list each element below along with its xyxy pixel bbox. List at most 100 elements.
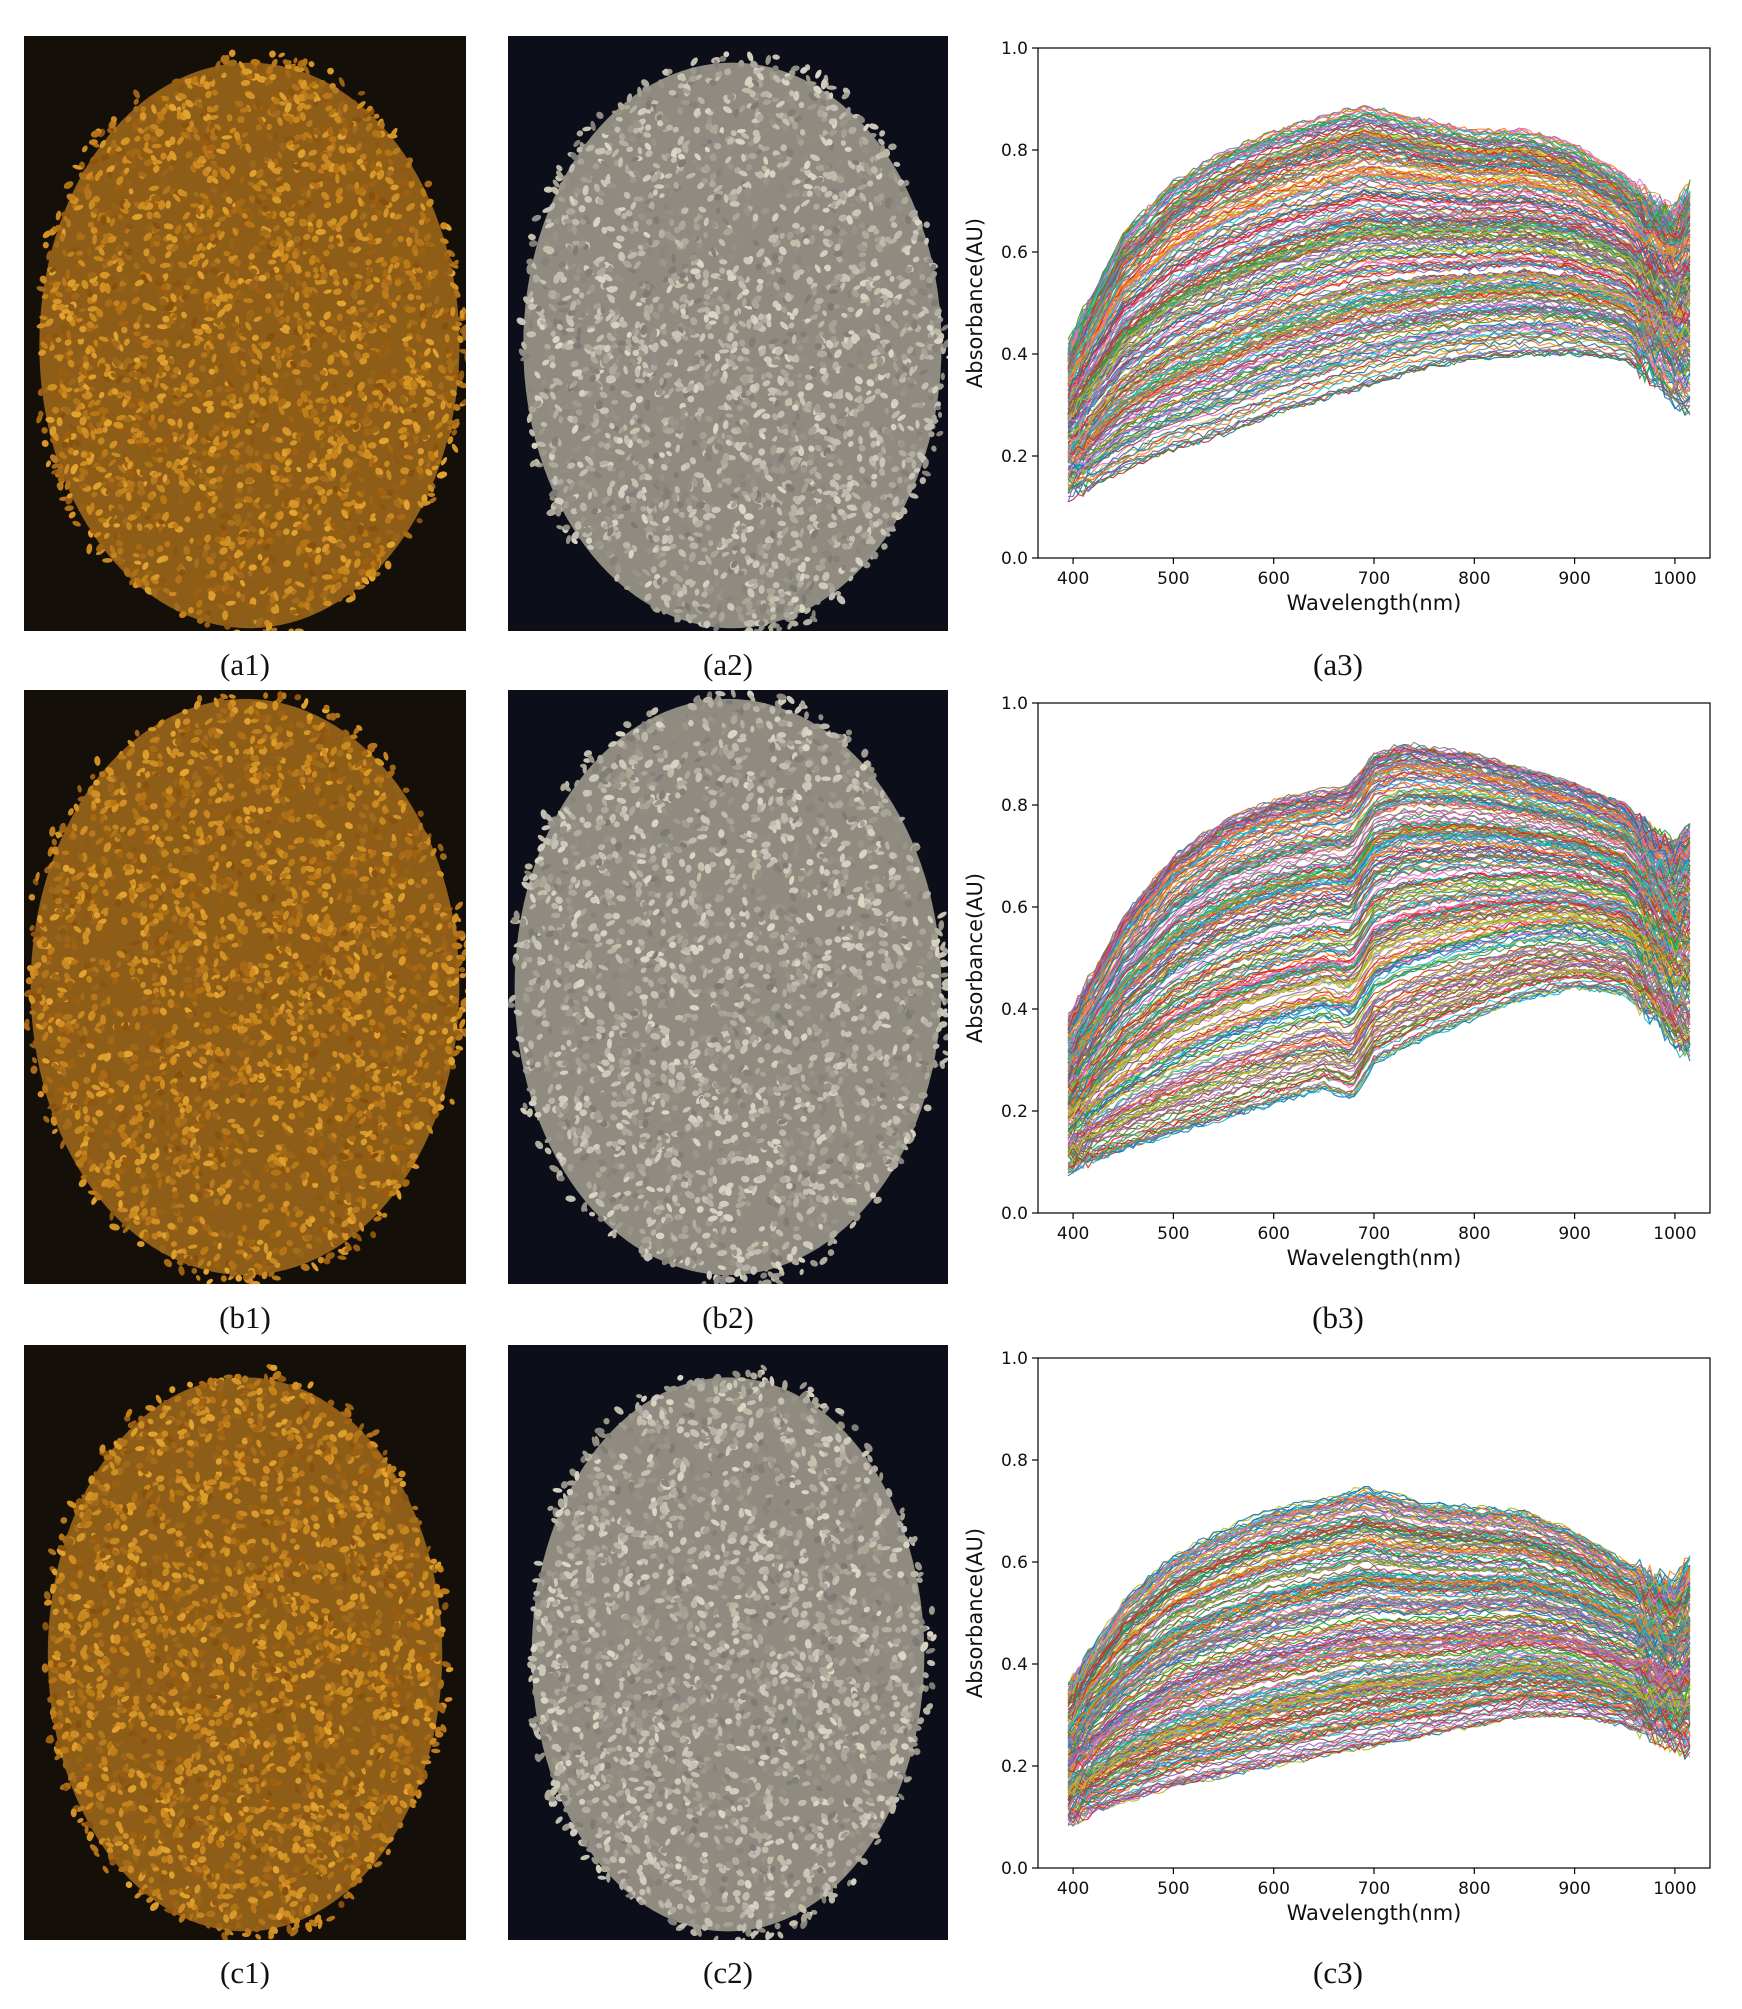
spectrum-line [1068,914,1690,1118]
spectrum-line [1067,764,1691,1026]
seed-pile-color-image [24,1345,466,1940]
spectrum-line [1067,340,1691,491]
spectrum-line [1067,887,1691,1108]
spectrum-line [1067,963,1691,1154]
spectrum-line [1067,951,1691,1145]
x-tick-label: 500 [1157,569,1189,589]
spectrum-line [1067,319,1691,486]
x-tick-label: 400 [1057,1879,1089,1899]
y-tick-label: 1.0 [1001,39,1028,59]
seed-pile-gray-image [508,36,948,631]
spectrum-line [1067,898,1691,1109]
spectrum-line [1067,796,1691,1044]
x-tick-label: 400 [1057,1224,1089,1244]
x-tick-label: 600 [1257,569,1289,589]
spectrum-line [1068,1524,1691,1710]
spectrum-line [1067,1506,1691,1695]
spectrum-line [1067,984,1691,1173]
spectrum-line [1067,1674,1691,1794]
x-tick-label: 900 [1558,569,1590,589]
spectrum-line [1067,1491,1691,1685]
spectrum-line [1067,152,1691,378]
spectra-lines [1067,1486,1691,1828]
spectrum-line [1067,324,1691,489]
spectrum-line [1067,1551,1691,1724]
spectrum-line [1068,795,1691,1044]
x-tick-label: 500 [1157,1224,1189,1244]
spectrum-line [1067,879,1691,1100]
x-tick-label: 1000 [1653,569,1696,589]
spectrum-line [1067,1710,1691,1824]
spectrum-line [1067,847,1691,1078]
spectrum-line [1067,933,1691,1136]
spectrum-line [1067,256,1691,440]
chart-c3-svg: 400 500 600 700 800 900 1000 0.0 0.2 0.4 0.6 0.8 1.0… [963,1349,1711,1925]
spectrum-line [1067,212,1691,410]
spectrum-line [1068,1514,1691,1691]
spectrum-line [1067,1578,1691,1731]
seed-pile-gray-image [508,690,948,1284]
label-a1: (a1) [220,647,270,682]
spectrum-line [1067,955,1691,1154]
x-axis-title: Wavelength(nm) [1287,1246,1462,1270]
spectrum-line [1067,1707,1691,1828]
chart-c3: 400 500 600 700 800 900 1000 0.0 0.2 0.4 0.6 0.8 1.0… [950,1340,1740,1940]
spectrum-line [1067,141,1691,367]
label-b1: (b1) [219,1300,271,1335]
y-tick-label: 0.8 [1001,141,1028,161]
spectrum-line [1067,308,1691,477]
spectrum-line [1067,908,1691,1106]
photo-b2-gray-seeds [508,690,948,1284]
spectrum-line [1068,290,1691,455]
x-tick-label: 700 [1358,1224,1390,1244]
spectrum-line [1067,171,1691,383]
spectrum-line [1067,114,1691,354]
spectrum-line [1067,842,1691,1065]
spectrum-line [1067,194,1691,396]
spectrum-line [1067,810,1691,1056]
chart-a3-svg: 400 500 600 700 800 900 1000 0.0 0.2 0.4 0.6 0.8 1.0… [963,39,1711,615]
spectrum-line [1067,806,1691,1061]
spectrum-line [1067,975,1691,1164]
spectrum-line [1067,1692,1691,1816]
spectrum-line [1068,1595,1691,1750]
spectrum-line [1067,1546,1691,1719]
spectrum-line [1067,349,1690,503]
label-b3: (b3) [1312,1300,1364,1335]
y-axis-title: Absorbance(AU) [963,873,987,1043]
spectrum-line [1067,824,1691,1062]
spectrum-line [1068,1507,1691,1693]
spectrum-line [1067,830,1691,1070]
spectrum-line [1067,232,1691,418]
spectrum-line [1067,1517,1691,1711]
spectrum-line [1067,1576,1691,1729]
spectrum-line [1067,746,1691,1031]
spectrum-line [1067,930,1691,1125]
spectrum-line [1068,798,1691,1043]
spectrum-line [1067,1572,1691,1729]
spectrum-line [1067,245,1691,419]
spectrum-line [1067,874,1691,1090]
spectrum-line [1067,1583,1691,1740]
spectrum-line [1068,1703,1691,1825]
spectrum-line [1067,954,1691,1150]
spectrum-line [1067,1625,1691,1763]
spectrum-line [1067,1619,1691,1768]
spectrum-line [1067,938,1691,1130]
spectrum-line [1067,952,1691,1156]
spectrum-line [1067,1711,1691,1821]
spectrum-line [1067,793,1691,1040]
spectrum-line [1068,126,1691,353]
spectrum-line [1067,212,1691,415]
chart-b3-svg: 400 500 600 700 800 900 1000 0.0 0.2 0.4 0.6 0.8 1.0… [963,694,1711,1270]
spectrum-line [1067,764,1691,1040]
photo-a1-color-seeds [24,36,466,631]
spectrum-line [1067,1687,1690,1816]
spectrum-line [1067,1669,1691,1790]
spectrum-line [1067,948,1691,1143]
spectrum-line [1067,304,1691,457]
spectrum-line [1067,884,1691,1097]
spectrum-line [1067,152,1691,370]
spectrum-line [1067,188,1691,392]
chart-b3: 400 500 600 700 800 900 1000 0.0 0.2 0.4 0.6 0.8 1.0… [950,685,1740,1285]
